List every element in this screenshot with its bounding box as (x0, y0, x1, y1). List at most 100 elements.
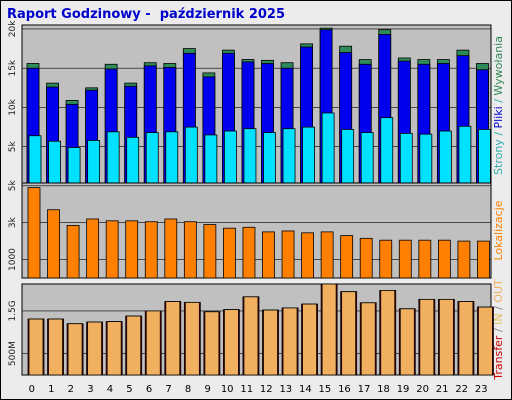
x-tick-label: 6 (146, 384, 152, 395)
bar-locations-lokalizacje (340, 235, 354, 279)
bar-locations-lokalizacje (164, 218, 178, 279)
bar-transfer-out (67, 323, 83, 376)
bar-transfer-out (184, 301, 200, 376)
bar-locations-lokalizacje (477, 240, 490, 279)
bar-visits-strony (204, 134, 218, 187)
side-label-part: Lokalizacje (492, 200, 505, 260)
side-label-part: / (492, 96, 505, 107)
bar-visits-strony (67, 147, 81, 187)
bar-transfer-out (282, 307, 298, 376)
bar-locations-lokalizacje (281, 230, 295, 279)
bar-visits-strony (360, 132, 374, 187)
bar-visits-strony (28, 135, 42, 187)
bar-transfer-out (302, 303, 317, 376)
bar-locations-lokalizacje (301, 232, 314, 279)
bar-visits-strony (243, 128, 257, 187)
bar-locations-lokalizacje (242, 226, 256, 279)
bar-visits-strony (224, 130, 237, 187)
bar-transfer-out (419, 298, 435, 376)
bar-locations-lokalizacje (262, 231, 275, 279)
bar-transfer-out (380, 290, 396, 376)
bar-visits-strony (478, 129, 491, 187)
x-tick-label: 19 (397, 384, 410, 395)
bar-transfer-out (224, 309, 239, 376)
bar-visits-strony (145, 132, 159, 187)
y-tick-label-visits: 15k (8, 59, 18, 76)
bar-visits-strony (282, 128, 296, 187)
side-label-part: / (492, 303, 505, 314)
bar-transfer-out (458, 301, 474, 376)
side-label-part: IN (492, 313, 505, 324)
bar-visits-strony (48, 140, 61, 187)
y-tick-label-locations: 5k (8, 180, 18, 192)
bar-locations-lokalizacje (437, 239, 451, 279)
bar-locations-lokalizacje (27, 187, 41, 279)
side-label-transfer: Transfer / IN / OUT (492, 279, 505, 381)
bar-locations-lokalizacje (183, 221, 197, 279)
y-tick-label-visits: 20k (8, 20, 18, 37)
side-label-part: Pliki (492, 106, 505, 128)
bar-transfer-out (341, 291, 357, 376)
bar-visits-strony (184, 126, 198, 187)
plot-area-locations (21, 182, 492, 279)
bar-locations-lokalizacje (86, 218, 100, 279)
bar-visits-strony (126, 136, 140, 187)
bar-transfer-out (243, 296, 259, 376)
bar-locations-lokalizacje (144, 221, 158, 279)
bar-visits-strony (165, 131, 179, 187)
y-tick-label-locations: 3k (8, 216, 18, 228)
side-label-visits: Strony / Pliki / Wywołania (492, 36, 505, 175)
bar-visits-strony (341, 129, 355, 187)
x-tick-label: 15 (319, 384, 332, 395)
bar-transfer-out (165, 301, 181, 376)
bar-visits-strony (419, 133, 433, 187)
bar-locations-lokalizacje (47, 209, 60, 279)
side-label-part: / (492, 325, 505, 336)
y-tick-label-visits: 10k (8, 98, 18, 115)
x-tick-label: 18 (377, 384, 390, 395)
x-tick-label: 20 (416, 384, 429, 395)
bar-visits-strony (399, 132, 413, 187)
x-tick-label: 5 (126, 384, 132, 395)
bar-locations-lokalizacje (457, 240, 471, 279)
x-tick-label: 0 (29, 384, 35, 395)
bar-visits-strony (302, 126, 315, 187)
x-tick-label: 2 (68, 384, 74, 395)
bar-transfer-out (87, 321, 103, 376)
bar-visits-strony (106, 131, 120, 187)
x-tick-label: 17 (358, 384, 371, 395)
x-tick-label: 4 (107, 384, 113, 395)
bar-visits-strony (380, 117, 394, 187)
x-tick-label: 13 (279, 384, 292, 395)
bar-locations-lokalizacje (359, 237, 373, 279)
x-tick-label: 12 (260, 384, 273, 395)
report-title: Raport Godzinowy - październik 2025 (7, 7, 286, 22)
x-tick-label: 10 (221, 384, 234, 395)
y-tick-label-locations: 1000 (8, 248, 18, 271)
bar-transfer-out (126, 315, 142, 376)
x-tick-label: 7 (165, 384, 171, 395)
bar-locations-lokalizacje (223, 227, 236, 279)
bar-transfer-out (399, 308, 415, 376)
x-tick-label: 14 (299, 384, 312, 395)
x-tick-label: 8 (185, 384, 191, 395)
side-label-part: / (492, 128, 505, 139)
bar-visits-strony (438, 130, 452, 187)
side-label-part: Wywołania (492, 36, 505, 96)
y-tick-label-visits: 5k (8, 140, 18, 152)
bar-visits-strony (321, 112, 335, 187)
bar-transfer-out (263, 309, 278, 376)
x-tick-label: 22 (455, 384, 468, 395)
bar-transfer-out (106, 321, 122, 376)
bar-transfer-out (48, 318, 63, 376)
x-tick-label: 1 (48, 384, 54, 395)
side-label-part: Transfer (492, 335, 505, 381)
bar-visits-strony (263, 132, 276, 187)
bar-locations-lokalizacje (418, 239, 432, 279)
x-tick-label: 21 (436, 384, 449, 395)
bar-locations-lokalizacje (66, 225, 80, 279)
x-tick-label: 9 (204, 384, 210, 395)
y-tick-label-transfer: 1.5G (8, 300, 18, 321)
bar-locations-lokalizacje (105, 220, 119, 279)
